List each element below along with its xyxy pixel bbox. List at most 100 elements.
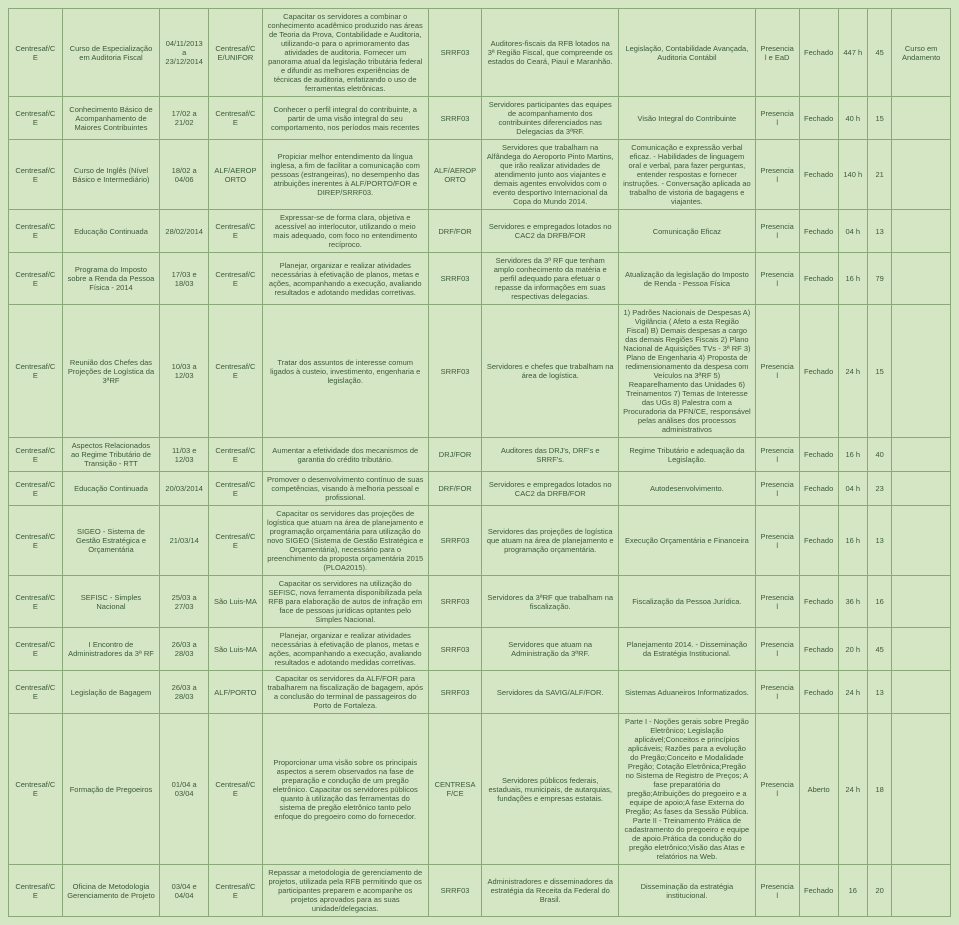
cell: 16 h [838,506,867,576]
cell: 23 [867,472,891,506]
cell: ALF/AEROPORTO [209,140,263,210]
cell: Execução Orçamentária e Financeira [619,506,756,576]
cell: 26/03 a 28/03 [160,671,209,714]
cell: 25/03 a 27/03 [160,576,209,628]
cell: Planejar, organizar e realizar atividade… [262,628,428,671]
cell: 11/03 e 12/03 [160,438,209,472]
cell: Centresaf/CE [9,472,63,506]
cell: Conhecer o perfil integral do contribuin… [262,97,428,140]
table-row: Centresaf/CEI Encontro de Administradore… [9,628,951,671]
cell: Formação de Pregoeiros [62,714,160,865]
cell: Centresaf/CE [9,9,63,97]
cell [892,714,951,865]
cell: SRRF03 [428,506,482,576]
cell: Servidores da SAVIG/ALF/FOR. [482,671,619,714]
cell: Fechado [799,472,838,506]
cell [892,210,951,253]
cell: Presencial [755,97,799,140]
cell: Presencial [755,671,799,714]
cell: 28/02/2014 [160,210,209,253]
cell: 04/11/2013 a 23/12/2014 [160,9,209,97]
cell: Presencial [755,305,799,438]
cell: Fiscalização da Pessoa Jurídica. [619,576,756,628]
cell: Fechado [799,671,838,714]
cell: 26/03 a 28/03 [160,628,209,671]
cell: 17/02 a 21/02 [160,97,209,140]
cell [892,865,951,917]
cell: 40 [867,438,891,472]
cell: Presencial [755,628,799,671]
cell: Presencial e EaD [755,9,799,97]
cell: Capacitar os servidores da ALF/FOR para … [262,671,428,714]
table-row: Centresaf/CEReunião dos Chefes das Proje… [9,305,951,438]
cell: Centresaf/CE [209,472,263,506]
cell: 16 h [838,438,867,472]
cell: Autodesenvolvimento. [619,472,756,506]
cell: ALF/PORTO [209,671,263,714]
cell: 18 [867,714,891,865]
cell: Auditores das DRJ's, DRF's e SRRF's. [482,438,619,472]
cell: 13 [867,210,891,253]
table-row: Centresaf/CEPrograma do Imposto sobre a … [9,253,951,305]
cell: 20 [867,865,891,917]
cell: Fechado [799,97,838,140]
cell: Centresaf/CE [209,210,263,253]
table-row: Centresaf/CEAspectos Relacionados ao Reg… [9,438,951,472]
cell: Centresaf/CE [9,253,63,305]
cell: Centresaf/CE/UNIFOR [209,9,263,97]
cell: Comunicação Eficaz [619,210,756,253]
cell: Fechado [799,253,838,305]
cell: Servidores participantes das equipes de … [482,97,619,140]
cell: Presencial [755,506,799,576]
cell: SRRF03 [428,671,482,714]
cell: Educação Continuada [62,472,160,506]
cell: I Encontro de Administradores da 3ª RF [62,628,160,671]
cell: 24 h [838,714,867,865]
cell: Presencial [755,472,799,506]
cell: Centresaf/CE [209,97,263,140]
cell: Centresaf/CE [9,628,63,671]
cell: Servidores das projeções de logística qu… [482,506,619,576]
cell: Presencial [755,140,799,210]
cell: Presencial [755,253,799,305]
cell: Fechado [799,210,838,253]
table-row: Centresaf/CECurso de Inglês (Nível Básic… [9,140,951,210]
cell: 16 [867,576,891,628]
cell: Capacitar os servidores das projeções de… [262,506,428,576]
cell: Centresaf/CE [209,865,263,917]
cell: Centresaf/CE [9,438,63,472]
cell: Fechado [799,506,838,576]
cell: 17/03 e 18/03 [160,253,209,305]
cell: Presencial [755,865,799,917]
cell: Aumentar a efetividade dos mecanismos de… [262,438,428,472]
cell: Servidores que trabalham na Alfândega do… [482,140,619,210]
cell: Curso de Inglês (Nível Básico e Intermed… [62,140,160,210]
cell: Fechado [799,628,838,671]
cell: Legislação, Contabilidade Avançada, Audi… [619,9,756,97]
cell: DRF/FOR [428,472,482,506]
cell: Atualização da legislação do Imposto de … [619,253,756,305]
cell: ALF/AEROPORTO [428,140,482,210]
cell: Planejar, organizar e realizar atividade… [262,253,428,305]
cell: Regime Tributário e adequação da Legisla… [619,438,756,472]
cell: DRF/FOR [428,210,482,253]
cell [892,628,951,671]
cell: Proporcionar uma visão sobre os principa… [262,714,428,865]
cell: Disseminação da estratégia institucional… [619,865,756,917]
cell: Centresaf/CE [9,305,63,438]
cell: 21/03/14 [160,506,209,576]
cell: Servidores e empregados lotados no CAC2 … [482,210,619,253]
cell: Curso de Especialização em Auditoria Fis… [62,9,160,97]
cell: 45 [867,628,891,671]
cell: SIGEO - Sistema de Gestão Estratégica e … [62,506,160,576]
cell [892,253,951,305]
cell: São Luis-MA [209,628,263,671]
cell: Legislação de Bagagem [62,671,160,714]
cell: Curso em Andamento [892,9,951,97]
cell: Centresaf/CE [9,671,63,714]
cell: 03/04 e 04/04 [160,865,209,917]
cell: SRRF03 [428,97,482,140]
cell: Capacitar os servidores na utilização do… [262,576,428,628]
cell: Centresaf/CE [209,438,263,472]
cell: 45 [867,9,891,97]
